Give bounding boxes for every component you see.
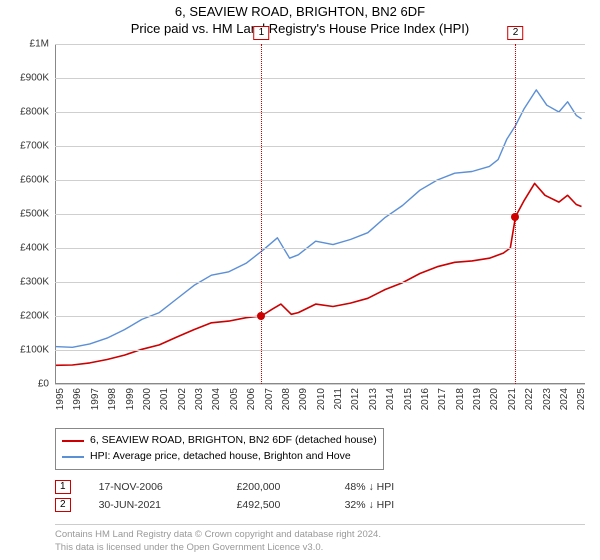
- event-marker-dot: [511, 213, 519, 221]
- y-tick-label: £200K: [20, 311, 49, 322]
- legend-box: 6, SEAVIEW ROAD, BRIGHTON, BN2 6DF (deta…: [55, 428, 384, 470]
- x-tick-label: 1998: [107, 388, 118, 410]
- x-tick-label: 2007: [264, 388, 275, 410]
- x-tick-label: 2015: [403, 388, 414, 410]
- gridline: [55, 112, 585, 113]
- price-chart: £0£100K£200K£300K£400K£500K£600K£700K£80…: [55, 44, 585, 384]
- event-marker-dot: [257, 312, 265, 320]
- gridline: [55, 78, 585, 79]
- x-tick-label: 2001: [159, 388, 170, 410]
- x-tick-label: 2009: [298, 388, 309, 410]
- events-table: 1 17-NOV-2006 £200,000 48% ↓ HPI 2 30-JUN-202…: [55, 478, 585, 514]
- legend-label: 6, SEAVIEW ROAD, BRIGHTON, BN2 6DF (deta…: [90, 433, 377, 449]
- x-tick-label: 2000: [142, 388, 153, 410]
- legend-row: HPI: Average price, detached house, Brig…: [62, 449, 377, 465]
- x-tick-label: 2017: [437, 388, 448, 410]
- title-line-1: 6, SEAVIEW ROAD, BRIGHTON, BN2 6DF: [0, 4, 600, 21]
- y-tick-label: £800K: [20, 107, 49, 118]
- x-tick-label: 2011: [333, 388, 344, 410]
- event-row-number: 2: [55, 498, 71, 512]
- x-tick-label: 2023: [542, 388, 553, 410]
- event-number-box: 2: [508, 26, 524, 40]
- y-tick-label: £100K: [20, 345, 49, 356]
- gridline: [55, 282, 585, 283]
- footer-line-1: Contains HM Land Registry data © Crown c…: [55, 529, 585, 541]
- x-tick-label: 2021: [507, 388, 518, 410]
- gridline: [55, 44, 585, 45]
- gridline: [55, 146, 585, 147]
- x-tick-label: 2010: [316, 388, 327, 410]
- legend-swatch: [62, 456, 84, 458]
- x-tick-label: 2014: [385, 388, 396, 410]
- x-tick-label: 2003: [194, 388, 205, 410]
- x-tick-label: 1997: [90, 388, 101, 410]
- gridline: [55, 180, 585, 181]
- legend-and-events: 6, SEAVIEW ROAD, BRIGHTON, BN2 6DF (deta…: [55, 428, 585, 514]
- footer-line-2: This data is licensed under the Open Gov…: [55, 542, 585, 554]
- legend-swatch: [62, 440, 84, 442]
- x-tick-label: 2018: [455, 388, 466, 410]
- gridline: [55, 214, 585, 215]
- x-tick-label: 2006: [246, 388, 257, 410]
- legend-label: HPI: Average price, detached house, Brig…: [90, 449, 351, 465]
- x-tick-label: 2020: [489, 388, 500, 410]
- y-tick-label: £300K: [20, 277, 49, 288]
- event-row-price: £492,500: [237, 499, 317, 511]
- event-number-box: 1: [254, 26, 270, 40]
- x-tick-label: 2008: [281, 388, 292, 410]
- event-row-pct: 48% ↓ HPI: [345, 481, 455, 493]
- x-tick-label: 2012: [350, 388, 361, 410]
- event-row-pct: 32% ↓ HPI: [345, 499, 455, 511]
- event-row: 1 17-NOV-2006 £200,000 48% ↓ HPI: [55, 478, 585, 496]
- footer-attribution: Contains HM Land Registry data © Crown c…: [55, 524, 585, 554]
- x-tick-label: 2022: [524, 388, 535, 410]
- event-row-date: 30-JUN-2021: [99, 499, 209, 511]
- x-tick-label: 2019: [472, 388, 483, 410]
- series-hpi: [55, 90, 582, 347]
- legend-row: 6, SEAVIEW ROAD, BRIGHTON, BN2 6DF (deta…: [62, 433, 377, 449]
- gridline: [55, 248, 585, 249]
- y-tick-label: £400K: [20, 243, 49, 254]
- event-row-date: 17-NOV-2006: [99, 481, 209, 493]
- event-row-number: 1: [55, 480, 71, 494]
- x-tick-label: 2024: [559, 388, 570, 410]
- y-tick-label: £1M: [30, 39, 49, 50]
- y-tick-label: £600K: [20, 175, 49, 186]
- gridline: [55, 384, 585, 385]
- event-row-price: £200,000: [237, 481, 317, 493]
- x-tick-label: 2005: [229, 388, 240, 410]
- y-tick-label: £700K: [20, 141, 49, 152]
- event-row: 2 30-JUN-2021 £492,500 32% ↓ HPI: [55, 496, 585, 514]
- y-tick-label: £0: [38, 379, 49, 390]
- gridline: [55, 350, 585, 351]
- gridline: [55, 316, 585, 317]
- x-tick-label: 2002: [177, 388, 188, 410]
- series-property: [55, 183, 582, 365]
- y-tick-label: £900K: [20, 73, 49, 84]
- x-tick-label: 1996: [72, 388, 83, 410]
- x-tick-label: 2013: [368, 388, 379, 410]
- x-tick-label: 1999: [125, 388, 136, 410]
- y-tick-label: £500K: [20, 209, 49, 220]
- x-tick-label: 2016: [420, 388, 431, 410]
- x-tick-label: 1995: [55, 388, 66, 410]
- event-line: [261, 44, 262, 384]
- x-tick-label: 2025: [576, 388, 587, 410]
- x-tick-label: 2004: [211, 388, 222, 410]
